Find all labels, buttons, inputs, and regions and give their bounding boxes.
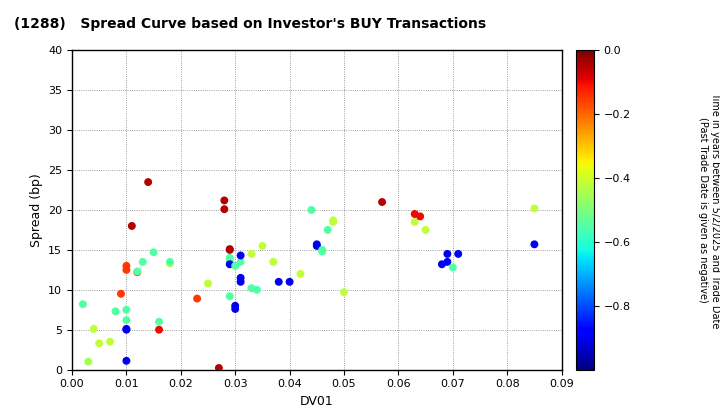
Point xyxy=(126,223,138,229)
Point xyxy=(273,278,284,285)
Text: Time in years between 5/2/2025 and Trade Date
(Past Trade Date is given as negat: Time in years between 5/2/2025 and Trade… xyxy=(698,92,720,328)
Point xyxy=(121,326,132,332)
Point xyxy=(284,278,295,285)
Point xyxy=(121,317,132,323)
Point xyxy=(441,258,453,265)
Point xyxy=(121,266,132,273)
Point xyxy=(77,301,89,307)
Point xyxy=(235,278,246,285)
Point xyxy=(115,291,127,297)
Point xyxy=(447,264,459,271)
Point xyxy=(230,262,241,269)
Point xyxy=(121,307,132,313)
Point xyxy=(224,247,235,253)
Point xyxy=(121,357,132,364)
Point xyxy=(311,241,323,248)
Point xyxy=(415,213,426,220)
Point xyxy=(328,218,339,225)
Text: (1288)   Spread Curve based on Investor's BUY Transactions: (1288) Spread Curve based on Investor's … xyxy=(14,17,487,31)
Point xyxy=(109,308,121,315)
Point xyxy=(164,260,176,267)
Point xyxy=(235,275,246,281)
Point xyxy=(132,269,143,276)
Point xyxy=(230,306,241,312)
Point xyxy=(224,293,235,299)
Point xyxy=(311,242,323,249)
Point xyxy=(153,318,165,325)
Point xyxy=(294,270,306,277)
Point xyxy=(251,286,263,293)
Point xyxy=(409,210,420,217)
Point xyxy=(528,241,540,248)
Point xyxy=(224,256,235,263)
Point xyxy=(317,248,328,255)
Point xyxy=(305,207,317,213)
Point xyxy=(219,197,230,204)
Point xyxy=(317,247,328,253)
Point xyxy=(441,250,453,257)
Point xyxy=(338,289,350,296)
Point xyxy=(94,340,105,346)
Point xyxy=(213,365,225,371)
Point xyxy=(202,280,214,287)
Point xyxy=(88,326,99,332)
Point xyxy=(409,218,420,225)
Point xyxy=(268,258,279,265)
Point xyxy=(246,250,257,257)
Point xyxy=(224,246,235,252)
Point xyxy=(104,339,116,345)
Point xyxy=(235,252,246,259)
Point xyxy=(377,199,388,205)
Point xyxy=(256,242,268,249)
X-axis label: DV01: DV01 xyxy=(300,395,333,408)
Point xyxy=(153,326,165,333)
Point xyxy=(230,302,241,309)
Point xyxy=(164,258,176,265)
Y-axis label: Spread (bp): Spread (bp) xyxy=(30,173,42,247)
Point xyxy=(121,262,132,269)
Point xyxy=(452,250,464,257)
Point xyxy=(121,326,132,333)
Point xyxy=(83,358,94,365)
Point xyxy=(224,261,235,268)
Point xyxy=(528,205,540,212)
Point xyxy=(420,226,431,233)
Point xyxy=(246,285,257,291)
Point xyxy=(235,258,246,265)
Point xyxy=(219,206,230,213)
Point xyxy=(436,261,448,268)
Point xyxy=(192,295,203,302)
Point xyxy=(132,268,143,275)
Point xyxy=(137,258,148,265)
Point xyxy=(328,217,339,224)
Point xyxy=(143,178,154,185)
Point xyxy=(148,249,159,256)
Point xyxy=(224,255,235,261)
Point xyxy=(224,258,235,265)
Point xyxy=(322,226,333,233)
